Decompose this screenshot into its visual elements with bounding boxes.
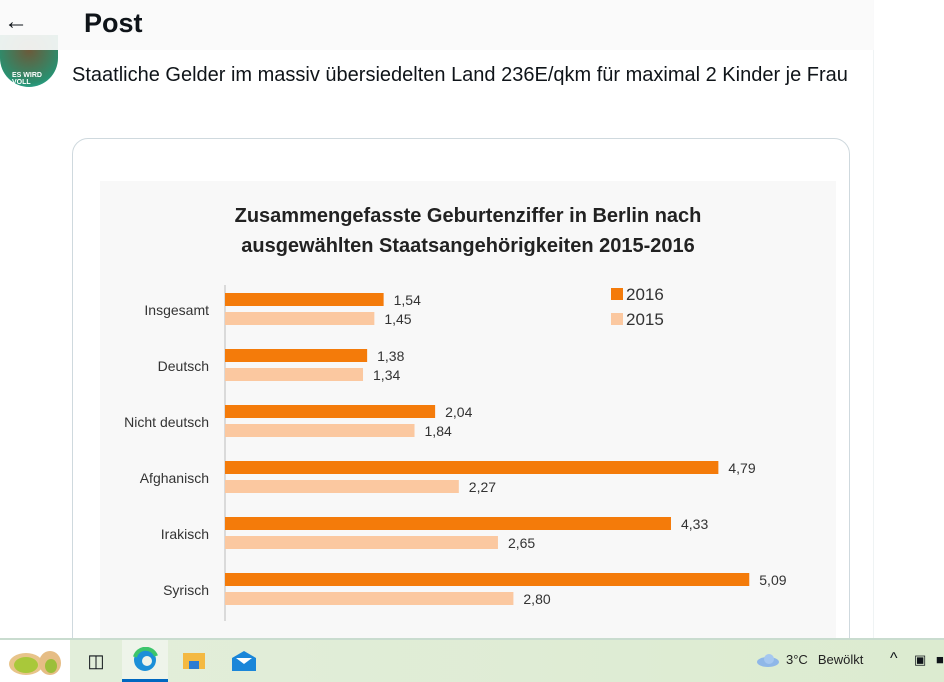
bar-2015 — [225, 424, 415, 437]
data-label: 2,65 — [508, 535, 535, 551]
bar-2016 — [225, 349, 368, 362]
data-label: 1,45 — [384, 311, 411, 327]
post-header: ← Post — [0, 0, 874, 50]
bar-2015 — [225, 480, 459, 493]
timeline-column — [873, 0, 874, 638]
pistachio-icon[interactable] — [0, 640, 70, 682]
task-view-icon[interactable]: ◫ — [87, 650, 105, 671]
legend-swatch — [611, 288, 623, 300]
post-text: Staatliche Gelder im massiv übersiedelte… — [72, 64, 848, 86]
page-title: Post — [84, 8, 143, 38]
category-label: Deutsch — [158, 358, 209, 374]
bar-2016 — [225, 573, 750, 586]
bar-2015 — [225, 536, 498, 549]
meet-icon[interactable]: ▣ — [914, 652, 927, 667]
taskbar: ◫ 3°C Bewölkt ^ ▣ ■ — [0, 638, 944, 682]
chart: Zusammengefasste Geburtenziffer in Berli… — [100, 181, 836, 651]
bar-2016 — [225, 461, 719, 474]
data-label: 1,38 — [377, 348, 404, 364]
data-label: 5,09 — [759, 572, 786, 588]
arrow-left-icon[interactable]: ← — [4, 8, 28, 35]
bar-2015 — [225, 592, 514, 605]
data-label: 1,34 — [373, 367, 400, 383]
tray-icon[interactable]: ■ — [936, 652, 944, 667]
chevron-up-icon[interactable]: ^ — [890, 650, 898, 667]
legend-label: 2016 — [626, 285, 664, 304]
legend-swatch — [611, 313, 623, 325]
category-label: Irakisch — [161, 526, 209, 542]
legend-label: 2015 — [626, 310, 664, 329]
weather-widget[interactable]: 3°C Bewölkt — [756, 652, 863, 667]
post-image[interactable]: Zusammengefasste Geburtenziffer in Berli… — [72, 138, 850, 658]
file-explorer-icon[interactable] — [176, 640, 212, 682]
bar-2016 — [225, 293, 384, 306]
category-label: Afghanisch — [140, 470, 209, 486]
bar-2015 — [225, 368, 364, 381]
data-label: 1,84 — [425, 423, 452, 439]
data-label: 2,04 — [445, 404, 472, 420]
edge-icon[interactable] — [122, 640, 168, 682]
bar-2016 — [225, 517, 671, 530]
data-label: 2,80 — [523, 591, 550, 607]
mail-icon[interactable] — [226, 640, 262, 682]
category-label: Nicht deutsch — [124, 414, 209, 430]
data-label: 1,54 — [394, 292, 421, 308]
bar-2016 — [225, 405, 436, 418]
chart-svg: Insgesamt 1,54 1,45 Deutsch 1,38 1,34 Nicht de… — [124, 285, 787, 621]
category-label: Syrisch — [163, 582, 209, 598]
chart-title: Zusammengefasste Geburtenziffer in Berli… — [234, 205, 702, 257]
category-label: Insgesamt — [144, 302, 209, 318]
data-label: 4,79 — [728, 460, 755, 476]
data-label: 4,33 — [681, 516, 708, 532]
cloud-icon — [757, 653, 779, 667]
bar-2015 — [225, 312, 375, 325]
data-label: 2,27 — [469, 479, 496, 495]
